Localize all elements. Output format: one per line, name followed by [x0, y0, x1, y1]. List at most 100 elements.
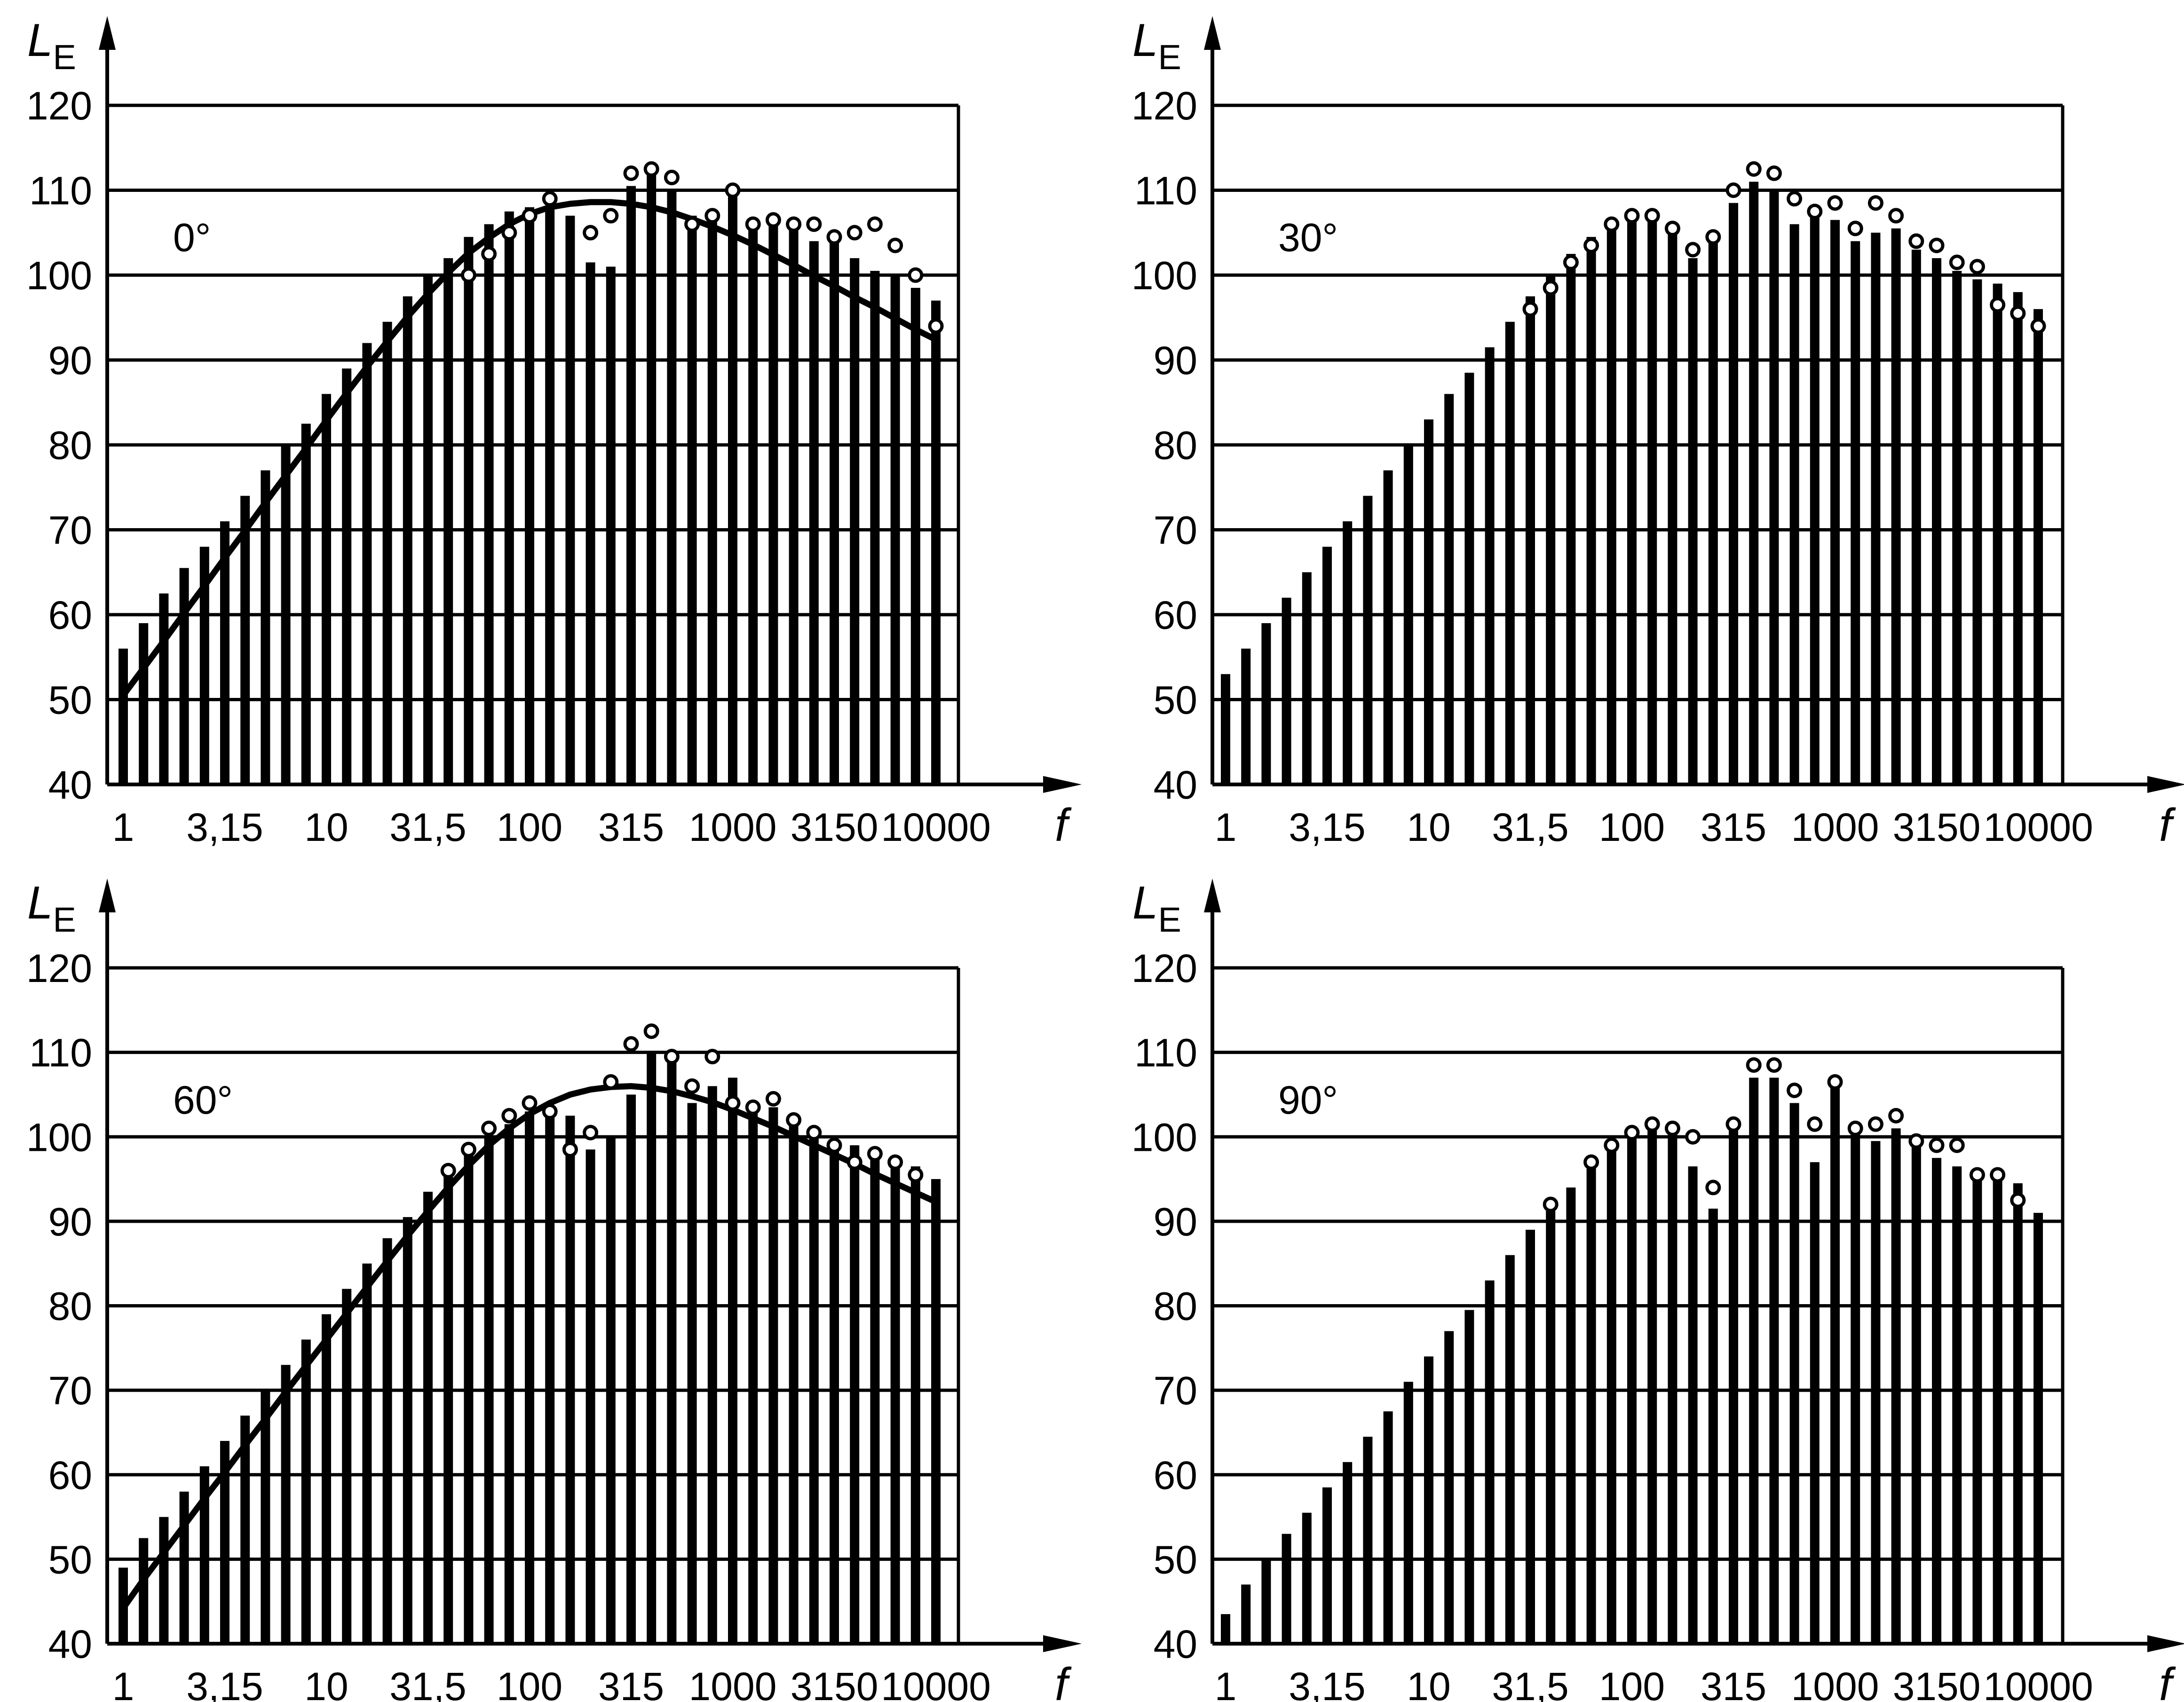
- bar: [728, 194, 737, 784]
- x-tick-label: 10000: [881, 805, 991, 849]
- data-point: [1807, 204, 1823, 220]
- bar: [159, 1517, 169, 1644]
- y-tick-label: 120: [26, 946, 92, 990]
- data-point: [1949, 254, 1965, 270]
- data-point: [1807, 1116, 1823, 1132]
- bar: [1769, 190, 1779, 784]
- data-point: [562, 1141, 578, 1157]
- bar: [809, 241, 819, 784]
- data-point: [1908, 233, 1924, 249]
- y-tick-label: 50: [48, 678, 92, 722]
- bar: [748, 228, 758, 785]
- y-axis-label-subscript: E: [1158, 900, 1181, 939]
- y-tick-label: 50: [48, 1537, 92, 1582]
- data-point: [765, 1091, 781, 1107]
- bar: [1566, 253, 1576, 784]
- y-axis-arrow: [1204, 879, 1221, 912]
- data-point: [1847, 1120, 1863, 1136]
- data-point: [1766, 1057, 1782, 1073]
- bar: [1261, 1559, 1271, 1644]
- bar: [1383, 470, 1393, 784]
- data-point: [1624, 208, 1640, 224]
- y-tick-label: 100: [26, 253, 92, 298]
- x-tick-label: 3150: [1893, 805, 1981, 849]
- bar: [261, 470, 270, 784]
- data-point: [583, 225, 599, 241]
- y-tick-label: 110: [29, 169, 92, 213]
- data-point: [745, 216, 761, 232]
- bar: [1363, 496, 1373, 784]
- bar: [1688, 1166, 1698, 1644]
- bar: [1972, 1171, 1982, 1644]
- y-axis-label: LE: [27, 14, 76, 77]
- bar: [768, 224, 778, 785]
- bar: [1282, 1534, 1291, 1644]
- data-point: [1827, 195, 1843, 211]
- data-point: [1969, 1167, 1985, 1183]
- data-point: [542, 1103, 558, 1119]
- data-point: [643, 1023, 659, 1039]
- bar: [586, 262, 595, 784]
- x-tick-label: 3150: [791, 1664, 878, 1702]
- bar: [1830, 1086, 1840, 1644]
- data-point: [1644, 1116, 1660, 1132]
- bar: [1485, 1280, 1495, 1644]
- data-point: [522, 1095, 538, 1111]
- bar: [1851, 1124, 1860, 1644]
- bar: [301, 1339, 311, 1644]
- data-point: [765, 212, 781, 228]
- bar: [1789, 224, 1799, 785]
- bar: [850, 258, 860, 784]
- data-point: [1746, 1057, 1762, 1073]
- data-point: [583, 1124, 599, 1140]
- data-point: [1746, 161, 1762, 177]
- data-point: [1867, 1116, 1883, 1132]
- y-tick-label: 110: [29, 1031, 92, 1075]
- bar: [1708, 241, 1718, 784]
- bar: [1708, 1208, 1718, 1644]
- bar: [1241, 649, 1251, 784]
- x-tick-label: 315: [598, 1664, 664, 1702]
- y-tick-label: 70: [1154, 508, 1197, 553]
- x-tick-label: 3,15: [186, 1664, 263, 1702]
- data-point: [1990, 297, 2006, 313]
- bar: [403, 296, 412, 784]
- data-point: [908, 1167, 924, 1183]
- y-tick-label: 100: [1132, 253, 1197, 298]
- data-point: [1522, 301, 1538, 317]
- bar: [1810, 211, 1820, 784]
- x-tick-label: 1000: [689, 805, 777, 849]
- y-axis-label: LE: [1132, 14, 1181, 77]
- bar: [1993, 1175, 2002, 1644]
- bar: [342, 1289, 352, 1644]
- bar: [525, 207, 534, 785]
- bar: [1302, 1512, 1312, 1644]
- y-tick-label: 90: [48, 339, 92, 383]
- bar: [1668, 228, 1678, 785]
- data-point: [806, 1124, 822, 1140]
- x-tick-label: 3150: [791, 805, 878, 849]
- data-point: [1583, 1154, 1599, 1170]
- data-point: [1543, 1196, 1559, 1212]
- bar: [504, 211, 514, 784]
- bar: [1363, 1436, 1373, 1644]
- data-point: [867, 216, 883, 232]
- x-axis-arrow: [1043, 776, 1082, 793]
- y-axis-label-subscript: E: [1158, 38, 1181, 77]
- bar: [1952, 1166, 1962, 1644]
- y-tick-label: 70: [1154, 1369, 1197, 1413]
- x-tick-label: 1: [1215, 1664, 1237, 1702]
- data-point: [2010, 305, 2026, 321]
- bar: [1383, 1411, 1393, 1644]
- data-point: [684, 1078, 700, 1094]
- bar: [1891, 228, 1901, 785]
- x-tick-label: 315: [1701, 805, 1766, 849]
- x-axis-label: f: [2159, 799, 2176, 851]
- bar: [1322, 546, 1332, 784]
- bar: [484, 224, 494, 785]
- chart-panel-1: 40 50 60 70 80 90 100 110 120 1 3,15 10 31,5 100 315 10…: [26, 14, 1082, 851]
- bar: [910, 288, 920, 785]
- bar: [647, 1052, 657, 1644]
- bar: [1871, 232, 1881, 784]
- data-point: [542, 191, 558, 207]
